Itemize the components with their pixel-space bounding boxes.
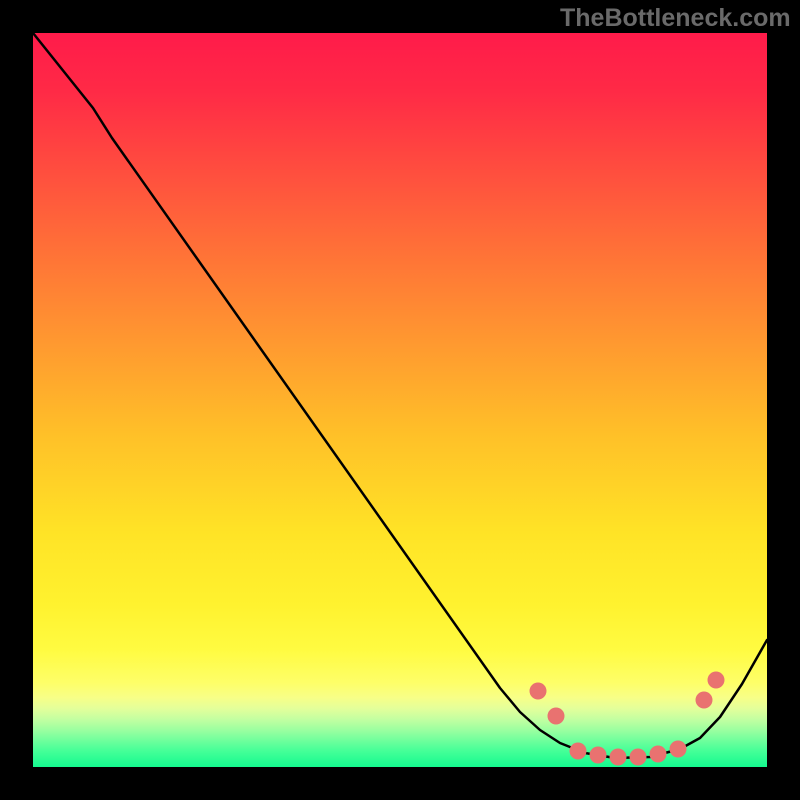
chart-canvas: TheBottleneck.com [0,0,800,800]
watermark-text: TheBottleneck.com [560,4,791,33]
gradient-background [33,33,767,767]
